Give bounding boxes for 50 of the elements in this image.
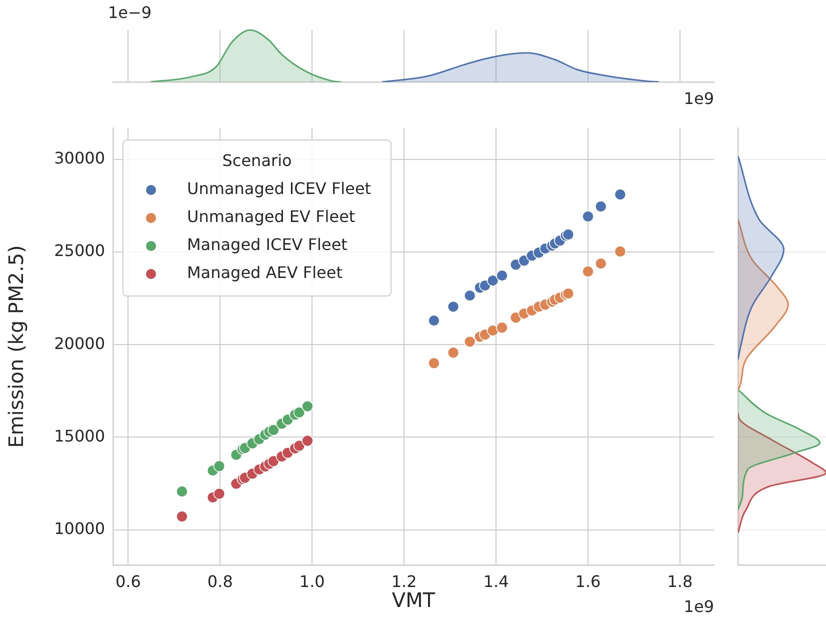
point: [464, 336, 476, 348]
text: 1e9: [684, 597, 714, 616]
point: [562, 228, 574, 240]
point: [302, 434, 314, 447]
point: [293, 440, 306, 452]
point: [594, 258, 607, 270]
legend-label: Managed ICEV Fleet: [187, 235, 348, 254]
text: 1e9: [684, 89, 714, 108]
point: [614, 188, 626, 200]
y-tick-label: 15000: [54, 426, 105, 446]
y-tick-label: 25000: [54, 241, 105, 260]
point: [302, 400, 314, 412]
point: [562, 288, 574, 300]
legend-title: Scenario: [222, 151, 292, 170]
x-tick-label: 0.6: [115, 572, 141, 591]
y-tick-label: 10000: [54, 518, 105, 538]
point: [428, 314, 440, 326]
point: [496, 322, 508, 334]
x-tick-label: 1.4: [483, 572, 509, 591]
legend-label: Unmanaged EV Fleet: [187, 207, 356, 226]
point: [428, 357, 440, 370]
x-tick-label: 1.8: [667, 572, 693, 591]
point: [176, 510, 188, 522]
point: [213, 460, 226, 472]
point: [447, 300, 460, 313]
y-axis-title: Emission (kg PM2.5): [4, 245, 28, 448]
point: [496, 270, 508, 282]
point: [447, 346, 460, 359]
point: [464, 290, 476, 302]
point: [176, 486, 188, 498]
point: [614, 246, 626, 258]
legend-label: Unmanaged ICEV Fleet: [187, 179, 372, 198]
y-tick-label: 20000: [54, 334, 105, 353]
point: [594, 200, 607, 212]
point: [213, 488, 226, 500]
text: 1e−9: [108, 3, 152, 22]
point: [486, 274, 499, 286]
point: [582, 210, 594, 222]
point: [486, 324, 499, 336]
x-axis-title: VMT: [392, 588, 436, 612]
y-tick-label: 30000: [54, 148, 105, 168]
x-tick-label: 1.2: [391, 572, 417, 591]
point: [582, 266, 594, 278]
point: [293, 406, 306, 418]
x-tick-label: 1.6: [575, 572, 601, 591]
x-tick-label: 1.0: [299, 572, 325, 591]
legend-label: Managed AEV Fleet: [187, 263, 342, 282]
point: [268, 455, 280, 468]
point: [268, 424, 280, 436]
x-tick-label: 0.8: [207, 572, 233, 591]
